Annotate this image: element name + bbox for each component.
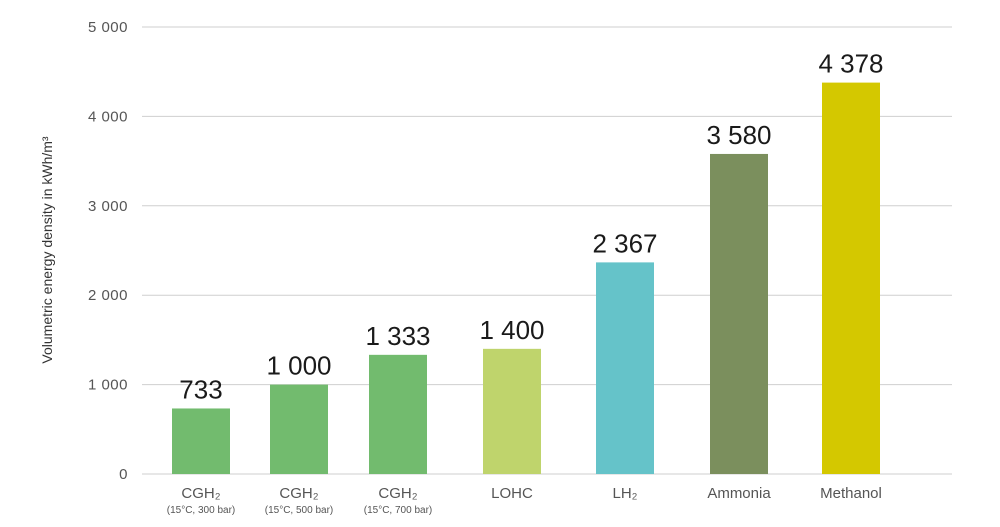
bar-value-label: 2 367 <box>592 228 657 258</box>
bar-value-label: 1 000 <box>266 351 331 381</box>
category-label: CGH₂ <box>279 485 318 502</box>
y-axis-label: Volumetric energy density in kWh/m³ <box>39 136 55 364</box>
y-tick-label: 5 000 <box>88 19 128 36</box>
category-label: LOHC <box>491 485 533 502</box>
bar-value-label: 733 <box>179 374 222 404</box>
bar <box>710 153 768 474</box>
bar-value-label: 1 333 <box>365 321 430 351</box>
y-tick-label: 0 <box>119 466 128 483</box>
value-labels: 733 1 000 1 333 1 400 2 367 3 580 4 378 <box>179 49 883 405</box>
bars <box>172 82 880 474</box>
bar-value-label: 3 580 <box>706 120 771 150</box>
category-sublabel: (15°C, 500 bar) <box>265 505 333 516</box>
category-label: Ammonia <box>707 485 771 502</box>
bar <box>369 354 427 474</box>
bar-value-label: 4 378 <box>818 49 883 79</box>
y-tick-label: 1 000 <box>88 377 128 394</box>
category-label: Methanol <box>820 485 882 502</box>
category-sublabel: (15°C, 300 bar) <box>167 505 235 516</box>
category-label: CGH₂ <box>181 485 220 502</box>
y-tick-label: 4 000 <box>88 108 128 125</box>
bar <box>596 262 654 474</box>
bar <box>483 348 541 474</box>
bar <box>270 384 328 474</box>
category-labels: CGH₂ (15°C, 300 bar) CGH₂ (15°C, 500 bar) CG… <box>167 485 882 516</box>
y-axis-ticks: 0 1 000 2 000 3 000 4 000 5 000 <box>88 19 128 483</box>
bar <box>172 408 230 474</box>
y-tick-label: 3 000 <box>88 198 128 215</box>
bar-value-label: 1 400 <box>479 315 544 345</box>
bar <box>822 82 880 474</box>
category-label: CGH₂ <box>378 485 417 502</box>
category-label: LH₂ <box>613 485 638 502</box>
y-tick-label: 2 000 <box>88 287 128 304</box>
category-sublabel: (15°C, 700 bar) <box>364 505 432 516</box>
